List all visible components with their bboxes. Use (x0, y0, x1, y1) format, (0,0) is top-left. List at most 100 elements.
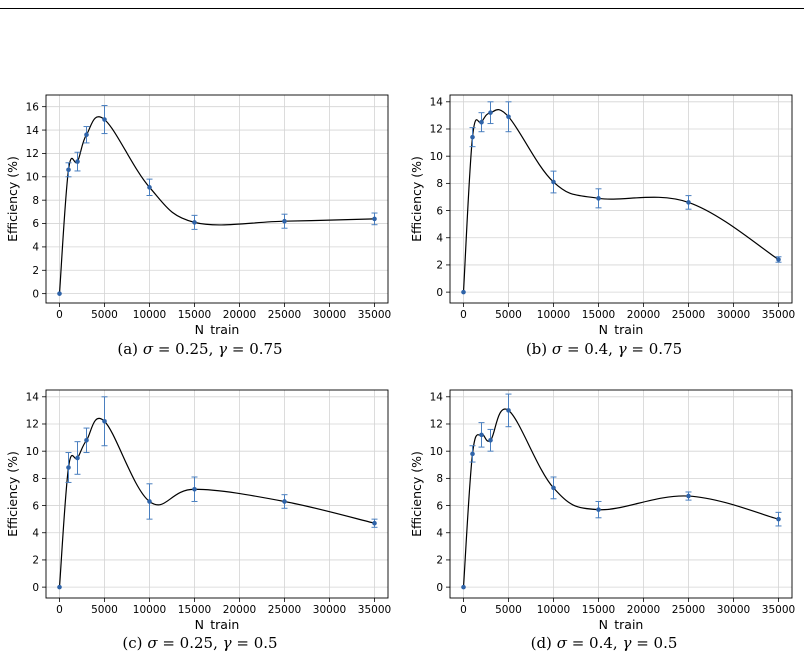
y-tick-label: 2 (32, 555, 39, 567)
x-tick-label: 10000 (537, 309, 570, 321)
x-tick-label: 5000 (495, 604, 522, 616)
x-tick-label: 30000 (313, 604, 346, 616)
y-tick-label: 2 (436, 260, 443, 272)
chart-a: 0 5000 10000 15000 20000 25000 30000 35000 0 2 4 6 8… (5, 94, 391, 335)
y-tick-label: 12 (430, 419, 443, 431)
x-tick-label: 0 (56, 604, 63, 616)
x-tick-label: 0 (460, 604, 467, 616)
caption-letter: (c) (122, 634, 143, 652)
x-tick-label: 25000 (672, 309, 705, 321)
x-tick-label: 0 (56, 309, 63, 321)
data-point (282, 218, 287, 224)
caption-gamma: 0.5 (253, 634, 278, 652)
data-point (192, 220, 197, 225)
data-point (75, 159, 80, 164)
data-point (686, 200, 691, 205)
x-tick-label: 10000 (537, 604, 570, 616)
x-tick-label: 15000 (582, 604, 615, 616)
x-tick-label: 20000 (627, 604, 660, 616)
data-point (596, 507, 601, 512)
x-tick-label: 35000 (762, 309, 795, 321)
y-tick-label: 6 (32, 218, 39, 230)
data-point (479, 432, 484, 438)
y-tick-label: 2 (436, 555, 443, 567)
data-point (57, 291, 62, 296)
data-point (192, 486, 197, 492)
y-tick-label: 10 (430, 151, 443, 163)
data-point (84, 438, 89, 443)
caption-sigma: 0.25 (175, 340, 209, 358)
caption-gamma: 0.75 (648, 340, 683, 358)
chart-c: 0 5000 10000 15000 20000 25000 30000 35000 0 2 4 6 8… (5, 389, 391, 630)
caption-d: (d) σ = 0.4, γ = 0.5 (530, 634, 678, 652)
data-point (66, 465, 71, 470)
x-tick-label: 0 (460, 309, 467, 321)
plot-frame (449, 94, 793, 304)
data-point (461, 584, 466, 590)
caption-letter: (b) (525, 340, 548, 358)
data-point (66, 167, 71, 173)
data-point (147, 185, 152, 190)
data-point (147, 499, 152, 504)
data-point (102, 418, 107, 424)
y-tick-label: 0 (32, 582, 39, 594)
chart-d: 0 5000 10000 15000 20000 25000 30000 35000 0 2 4 6 8… (409, 389, 795, 630)
data-point (470, 451, 475, 457)
y-tick-label: 8 (32, 473, 39, 485)
x-tick-label: 25000 (268, 604, 301, 616)
data-point (461, 289, 466, 295)
x-tick-label: 20000 (223, 309, 256, 321)
y-tick-label: 8 (436, 473, 443, 485)
x-tick-label: 30000 (717, 604, 750, 616)
y-tick-label: 14 (26, 391, 40, 403)
y-tick-label: 14 (430, 96, 444, 108)
y-tick-label: 6 (32, 500, 39, 512)
y-tick-label: 4 (436, 232, 443, 244)
caption-gamma: 0.5 (653, 634, 678, 652)
y-axis-label: Efficiency (%) (5, 451, 20, 537)
x-tick-label: 5000 (91, 604, 118, 616)
data-point (372, 216, 377, 222)
y-tick-label: 10 (26, 171, 39, 183)
x-tick-label: 20000 (627, 309, 660, 321)
y-tick-label: 4 (32, 242, 39, 254)
y-tick-label: 14 (430, 391, 444, 403)
caption-c: (c) σ = 0.25, γ = 0.5 (122, 634, 278, 652)
x-tick-label: 25000 (672, 604, 705, 616)
data-point (372, 520, 377, 526)
y-tick-label: 6 (436, 205, 443, 217)
plot-frame (45, 94, 389, 304)
data-point (686, 493, 691, 499)
x-tick-label: 15000 (178, 309, 211, 321)
y-tick-label: 4 (436, 527, 443, 539)
x-tick-label: 5000 (495, 309, 522, 321)
caption-b: (b) σ = 0.4, γ = 0.75 (525, 340, 683, 358)
data-point (506, 408, 511, 413)
data-point (75, 455, 80, 461)
y-tick-label: 0 (436, 582, 443, 594)
series-curve (58, 116, 375, 294)
chart-panel-c: 0 5000 10000 15000 20000 25000 30000 35000 0 2 4 6 8… (0, 380, 400, 630)
data-point (84, 132, 89, 138)
y-tick-label: 14 (26, 125, 40, 137)
plot-frame (45, 389, 389, 599)
chart-panel-a: 0 5000 10000 15000 20000 25000 30000 35000 0 2 4 6 8… (0, 85, 400, 335)
y-tick-label: 0 (436, 287, 443, 299)
series-curve (462, 408, 779, 588)
y-tick-label: 2 (32, 265, 39, 277)
data-point (488, 110, 493, 115)
x-tick-label: 30000 (717, 309, 750, 321)
x-tick-label: 25000 (268, 309, 301, 321)
chart-b: 0 5000 10000 15000 20000 25000 30000 35000 0 2 4 6 8… (409, 94, 795, 335)
y-tick-label: 4 (32, 527, 39, 539)
caption-sigma: 0.4 (589, 634, 613, 652)
chart-panel-d: 0 5000 10000 15000 20000 25000 30000 35000 0 2 4 6 8… (404, 380, 804, 630)
caption-sigma: 0.4 (584, 340, 609, 358)
top-rule (0, 8, 804, 9)
y-tick-label: 12 (26, 148, 39, 160)
x-tick-label: 10000 (133, 309, 166, 321)
data-point (282, 499, 287, 504)
y-axis-label: Efficiency (%) (409, 451, 424, 537)
y-axis-label: Efficiency (%) (409, 156, 424, 242)
y-tick-label: 0 (32, 288, 39, 300)
